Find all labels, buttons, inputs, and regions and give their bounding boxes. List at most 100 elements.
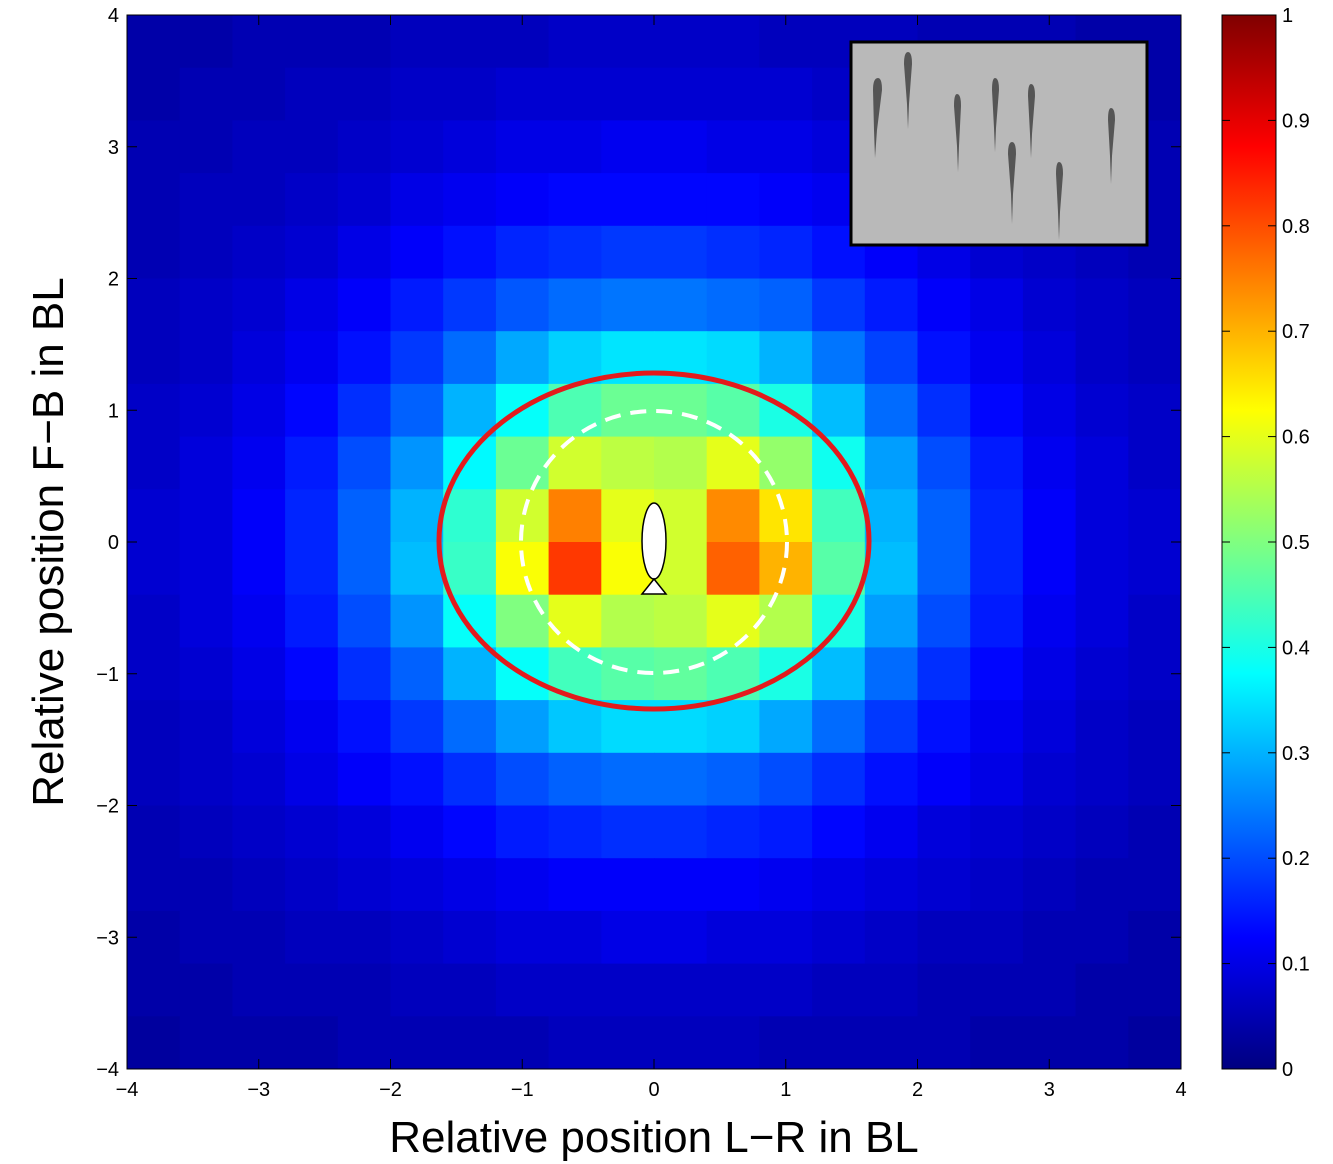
heat-cell bbox=[495, 120, 550, 174]
heat-cell bbox=[337, 15, 391, 69]
heat-cell bbox=[232, 910, 286, 965]
heat-cell bbox=[654, 752, 708, 806]
heat-cell bbox=[864, 752, 918, 806]
heat-cell bbox=[812, 542, 866, 596]
colorbar-tick-label: 0.1 bbox=[1282, 954, 1310, 976]
heat-cell bbox=[1075, 963, 1129, 1017]
heat-cell bbox=[917, 278, 971, 332]
heat-cell bbox=[285, 15, 339, 69]
heat-cell bbox=[917, 1016, 971, 1070]
heat-cell bbox=[917, 436, 971, 490]
heat-cell bbox=[812, 489, 866, 543]
heat-cell bbox=[1128, 805, 1182, 859]
heat-cell bbox=[1128, 963, 1182, 1017]
heat-cell bbox=[390, 15, 444, 69]
heat-cell bbox=[864, 1016, 918, 1070]
heat-cell bbox=[917, 489, 971, 543]
heat-cell bbox=[390, 173, 444, 227]
heat-cell bbox=[864, 383, 918, 438]
heat-cell bbox=[917, 542, 971, 596]
heat-cell bbox=[601, 752, 655, 806]
heat-cell bbox=[970, 278, 1024, 332]
heat-cell bbox=[390, 489, 444, 543]
heat-cell bbox=[390, 647, 444, 701]
heat-cell bbox=[232, 805, 286, 859]
heat-cell bbox=[495, 963, 550, 1017]
heat-cell bbox=[127, 436, 181, 490]
heat-cell bbox=[1128, 1016, 1182, 1070]
heat-cell bbox=[759, 910, 813, 965]
inset-photo bbox=[849, 40, 1149, 247]
heat-cell bbox=[285, 542, 339, 596]
heat-cell bbox=[654, 1016, 708, 1070]
heat-cell bbox=[285, 436, 339, 490]
heat-cell bbox=[337, 436, 391, 490]
heat-cell bbox=[1128, 752, 1182, 806]
heat-cell bbox=[127, 1016, 181, 1070]
colorbar-tick-label: 1 bbox=[1282, 5, 1293, 27]
heat-cell bbox=[548, 15, 602, 69]
heat-cell bbox=[232, 278, 286, 332]
heat-cell bbox=[601, 225, 655, 279]
y-tick-label: −4 bbox=[96, 1059, 119, 1081]
heat-cell bbox=[864, 910, 918, 965]
heat-cell bbox=[1128, 542, 1182, 596]
heat-cell bbox=[601, 278, 655, 332]
heat-cell bbox=[285, 963, 339, 1017]
heat-cell bbox=[285, 120, 339, 174]
heat-cell bbox=[495, 278, 550, 332]
heat-cell bbox=[390, 436, 444, 490]
heat-cell bbox=[548, 436, 602, 490]
heat-cell bbox=[601, 1016, 655, 1070]
x-tick-label: 4 bbox=[1175, 1079, 1186, 1101]
heat-cell bbox=[179, 436, 233, 490]
heat-cell bbox=[495, 225, 550, 279]
heat-cell bbox=[654, 805, 708, 859]
x-axis-label: Relative position L−R in BL bbox=[389, 1113, 919, 1162]
heat-cell bbox=[443, 910, 497, 965]
heat-cell bbox=[548, 331, 602, 385]
heat-cell bbox=[285, 331, 339, 385]
fish-body bbox=[641, 502, 667, 580]
heat-cell bbox=[232, 752, 286, 806]
heat-cell bbox=[495, 700, 550, 754]
heat-cell bbox=[864, 436, 918, 490]
heat-cell bbox=[970, 489, 1024, 543]
heat-cell bbox=[706, 15, 760, 69]
heat-cell bbox=[390, 120, 444, 174]
heat-cell bbox=[601, 436, 655, 490]
heat-cell bbox=[285, 67, 339, 121]
heat-cell bbox=[179, 594, 233, 648]
heat-cell bbox=[337, 752, 391, 806]
heat-cell bbox=[548, 278, 602, 332]
heat-cell bbox=[706, 542, 760, 596]
heat-cell bbox=[1022, 436, 1077, 490]
heat-cell bbox=[864, 805, 918, 859]
y-tick-label: 0 bbox=[108, 532, 119, 554]
heat-cell bbox=[285, 594, 339, 648]
heat-cell bbox=[127, 594, 181, 648]
colorbar bbox=[1221, 14, 1277, 1070]
heat-cell bbox=[654, 594, 708, 648]
heat-cell bbox=[1022, 910, 1077, 965]
y-tick-label: 2 bbox=[108, 269, 119, 291]
colorbar-tick-label: 0.6 bbox=[1282, 427, 1310, 449]
heat-cell bbox=[337, 67, 391, 121]
heat-cell bbox=[706, 67, 760, 121]
heat-cell bbox=[390, 594, 444, 648]
heat-cell bbox=[601, 910, 655, 965]
heat-cell bbox=[495, 67, 550, 121]
heat-cell bbox=[443, 647, 497, 701]
heat-cell bbox=[548, 700, 602, 754]
heat-cell bbox=[548, 805, 602, 859]
heat-cell bbox=[601, 15, 655, 69]
heat-cell bbox=[917, 910, 971, 965]
heat-cell bbox=[443, 594, 497, 648]
heat-cell bbox=[495, 542, 550, 596]
heat-cell bbox=[495, 173, 550, 227]
heat-cell bbox=[337, 910, 391, 965]
heat-cell bbox=[179, 647, 233, 701]
heat-cell bbox=[917, 858, 971, 912]
heat-cell bbox=[812, 963, 866, 1017]
